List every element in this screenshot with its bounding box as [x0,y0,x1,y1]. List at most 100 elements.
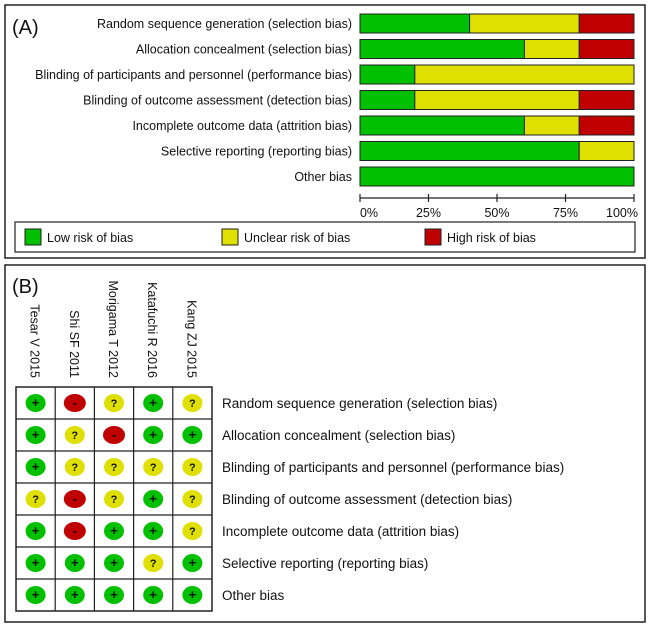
bar-segment-low-risk-of-bias [359,64,416,85]
judgement-circle [104,394,124,412]
judgement-circle [25,394,46,412]
study-label: Shi SF 2011 [67,310,81,378]
bar-segment-low-risk-of-bias [359,166,635,187]
judgement-symbol: ? [189,462,196,474]
domain-label: Blinding of participants and personnel (… [222,460,564,475]
bar-category-label: Blinding of outcome assessment (detectio… [83,94,352,108]
study-label: Kang ZJ 2015 [184,300,198,378]
judgement-circle [63,394,86,412]
low-risk-icon: + [25,586,46,604]
unclear-risk-icon: ? [64,458,85,476]
legend-swatch [424,228,442,246]
judgement-circle [64,554,85,572]
judgement-circle [143,522,164,540]
study-label: Morigama T 2012 [106,280,120,378]
judgement-circle [104,458,124,476]
judgement-circle [104,522,124,540]
judgement-symbol: ? [111,494,118,506]
domain-label: Selective reporting (reporting bias) [222,556,428,571]
bar-segment-unclear-risk-of-bias [414,90,580,110]
judgement-circle [104,586,124,604]
judgement-circle [182,426,203,444]
x-tick-label: 75% [553,206,578,220]
judgement-circle [143,426,164,444]
judgement-circle [182,522,203,540]
judgement-symbol: + [32,587,40,602]
low-risk-icon: + [104,522,124,540]
x-tick-label: 50% [484,206,509,220]
low-risk-icon: + [25,522,46,540]
judgement-circle [182,458,203,476]
high-risk-icon: - [63,394,86,412]
judgement-circle [63,490,86,508]
judgement-circle [104,490,124,508]
study-label: Katafuchi R 2016 [145,282,159,378]
judgement-circle [64,426,85,444]
judgement-symbol: ? [71,462,78,474]
judgement-symbol: + [110,523,118,538]
bar-category-label: Blinding of participants and personnel (… [35,68,352,82]
bar-segment-high-risk-of-bias [578,39,635,59]
judgement-symbol: - [112,427,116,442]
judgement-circle [104,554,124,572]
judgement-symbol: + [110,587,118,602]
judgement-symbol: ? [32,494,39,506]
unclear-risk-icon: ? [104,394,124,412]
low-risk-icon: + [64,586,85,604]
low-risk-icon: + [143,522,164,540]
bar-category-label: Allocation concealment (selection bias) [136,43,352,57]
judgement-symbol: + [32,427,40,442]
low-risk-icon: + [104,554,124,572]
judgement-symbol: + [32,523,40,538]
judgement-circle [64,586,85,604]
panel-a-label: (A) [12,17,39,39]
low-risk-icon: + [25,458,46,476]
judgement-symbol: + [189,587,197,602]
low-risk-icon: + [182,586,203,604]
low-risk-icon: + [64,554,85,572]
judgement-symbol: + [149,587,157,602]
unclear-risk-icon: ? [182,394,203,412]
judgement-circle [64,458,85,476]
low-risk-icon: + [182,554,203,572]
judgement-symbol: + [149,491,157,506]
low-risk-icon: + [25,554,46,572]
low-risk-icon: + [143,586,164,604]
domain-label: Other bias [222,588,285,603]
legend-label: High risk of bias [447,231,536,245]
bar-category-label: Incomplete outcome data (attrition bias) [132,119,352,133]
judgement-symbol: ? [189,398,196,410]
judgement-circle [143,394,164,412]
bar-segment-low-risk-of-bias [359,115,525,136]
high-risk-icon: - [103,426,125,444]
unclear-risk-icon: ? [182,490,203,508]
judgement-symbol: ? [111,398,118,410]
bar-segment-high-risk-of-bias [578,13,635,34]
domain-label: Allocation concealment (selection bias) [222,428,455,443]
judgement-circle [143,586,164,604]
low-risk-icon: + [182,426,203,444]
judgement-symbol: + [189,427,197,442]
bar-segment-high-risk-of-bias [578,90,635,110]
bar-segment-unclear-risk-of-bias [523,115,580,136]
judgement-circle [143,554,164,572]
bar-segment-low-risk-of-bias [359,13,471,34]
judgement-symbol: ? [111,462,118,474]
x-tick-label: 100% [606,206,638,220]
domain-label: Incomplete outcome data (attrition bias) [222,524,459,539]
judgement-symbol: + [71,555,79,570]
legend-swatch [221,228,239,246]
bar-segment-unclear-risk-of-bias [469,13,580,34]
judgement-circle [182,554,203,572]
judgement-circle [25,554,46,572]
judgement-circle [182,490,203,508]
judgement-symbol: + [32,395,40,410]
unclear-risk-icon: ? [104,490,124,508]
judgement-symbol: ? [150,558,157,570]
legend [14,221,636,253]
panel-a-frame [4,4,646,259]
judgement-symbol: - [73,523,77,538]
judgement-symbol: + [149,395,157,410]
